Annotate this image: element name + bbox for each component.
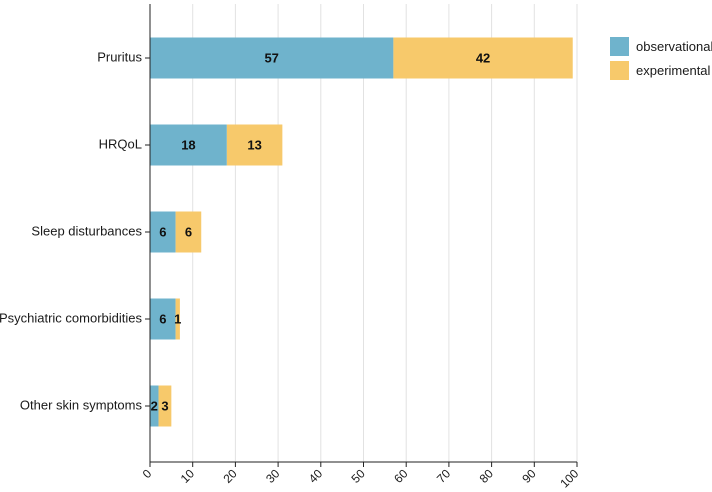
bar-value-label: 6 — [159, 224, 166, 239]
x-tick-label: 90 — [519, 466, 539, 486]
x-tick-label: 0 — [140, 466, 155, 481]
bar-value-label: 18 — [181, 137, 195, 152]
bar-experimental-sleep-disturbances — [175, 211, 202, 253]
bar-value-label: 57 — [264, 50, 278, 65]
bar-observational-psychiatric-comorbidities — [150, 298, 176, 340]
x-tick-label: 60 — [391, 466, 411, 486]
legend-swatch-observational — [610, 37, 629, 56]
bar-value-label: 13 — [247, 137, 261, 152]
category-label-psychiatric-comorbidities: Psychiatric comorbidities — [0, 310, 142, 325]
bar-experimental-pruritus — [393, 37, 573, 79]
bar-observational-pruritus — [150, 37, 394, 79]
bar-value-label: 1 — [174, 311, 181, 326]
legend-swatch-experimental — [610, 61, 629, 80]
x-tick-label: 100 — [557, 466, 581, 490]
bar-experimental-psychiatric-comorbidities — [175, 298, 180, 340]
legend: observational experimental — [610, 37, 712, 80]
bar-value-label: 2 — [151, 398, 158, 413]
x-tick-label: 20 — [220, 466, 240, 486]
gridlines — [192, 4, 578, 462]
category-label-sleep-disturbances: Sleep disturbances — [31, 223, 142, 238]
x-tick-label: 10 — [178, 466, 198, 486]
bar-value-label: 6 — [185, 224, 192, 239]
bar-observational-hrqol — [150, 124, 227, 166]
bar-experimental-hrqol — [226, 124, 283, 166]
bar-observational-other-skin-symptoms — [150, 385, 159, 427]
bar-observational-sleep-disturbances — [150, 211, 176, 253]
bar-value-label: 3 — [161, 398, 168, 413]
bar-value-label: 42 — [476, 50, 490, 65]
category-label-hrqol: HRQoL — [99, 136, 142, 151]
legend-label-experimental: experimental — [636, 63, 711, 78]
x-tick-label: 70 — [434, 466, 454, 486]
bar-value-label: 6 — [159, 311, 166, 326]
bar-experimental-other-skin-symptoms — [158, 385, 172, 427]
x-tick-label: 50 — [349, 466, 369, 486]
x-tick-label: 80 — [477, 466, 497, 486]
legend-label-observational: observational — [636, 39, 712, 54]
x-tick-label: 40 — [306, 466, 326, 486]
category-label-other-skin-symptoms: Other skin symptoms — [20, 397, 143, 412]
x-tick-label: 30 — [263, 466, 283, 486]
category-label-pruritus: Pruritus — [97, 49, 142, 64]
